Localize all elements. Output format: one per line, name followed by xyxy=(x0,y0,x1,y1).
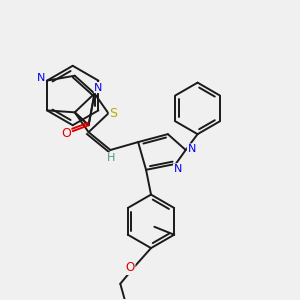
Text: O: O xyxy=(61,127,71,140)
Text: H: H xyxy=(107,153,116,163)
Text: S: S xyxy=(110,107,117,120)
Text: N: N xyxy=(174,164,182,174)
Text: N: N xyxy=(188,144,196,154)
Text: N: N xyxy=(37,73,45,83)
Text: O: O xyxy=(126,261,135,274)
Text: N: N xyxy=(94,82,103,93)
